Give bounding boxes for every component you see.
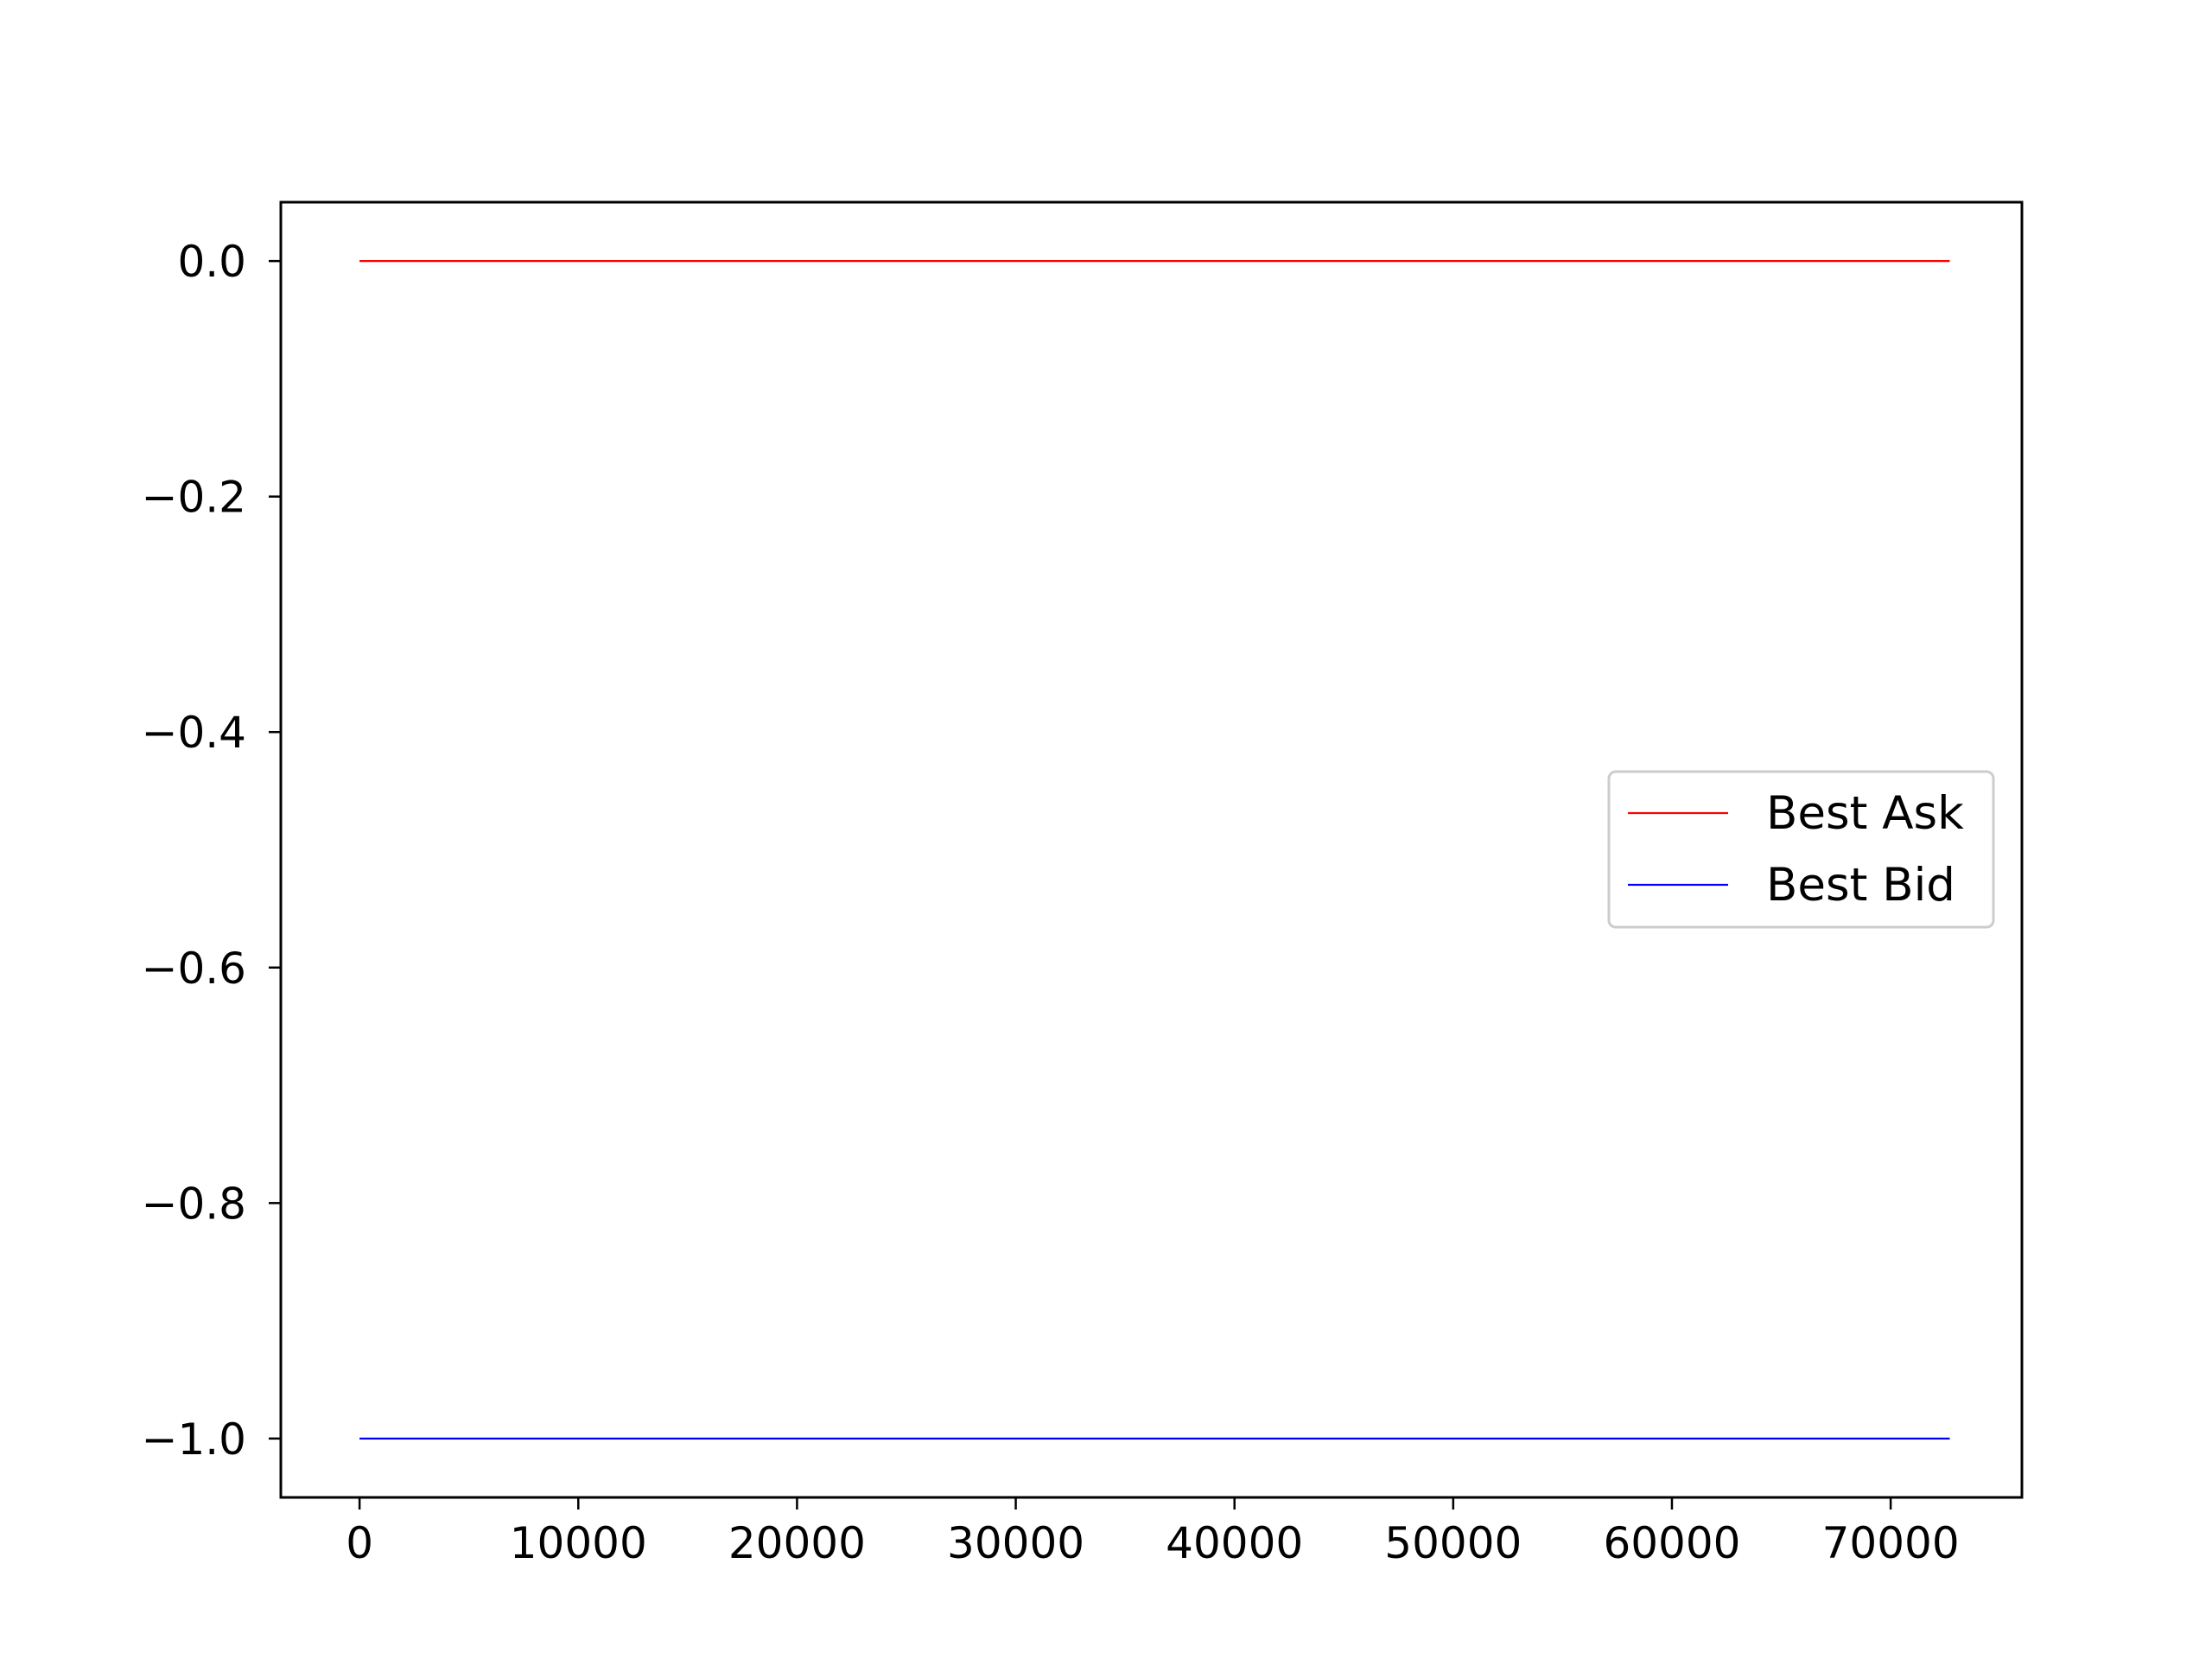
- y-tick-label: −0.8: [142, 1179, 246, 1229]
- y-tick-label: −0.2: [142, 473, 246, 523]
- x-tick-label: 20000: [728, 1518, 866, 1568]
- x-tick-label: 30000: [947, 1518, 1084, 1568]
- legend: Best Ask Best Bid: [1607, 770, 1995, 929]
- x-tick-label: 40000: [1166, 1518, 1303, 1568]
- x-tick-label: 0: [346, 1518, 373, 1568]
- y-tick-label: −0.6: [142, 944, 246, 994]
- y-tick-label: −0.4: [142, 708, 246, 758]
- x-tick-label: 50000: [1384, 1518, 1522, 1568]
- x-tick-label: 60000: [1603, 1518, 1740, 1568]
- legend-label: Best Bid: [1766, 859, 1955, 912]
- axes-layer: 0 10000 20000 30000 40000 50000 60000 70000 0.0 −…: [142, 200, 2024, 1568]
- legend-box: [1607, 770, 1995, 929]
- series-layer: [359, 260, 1950, 1440]
- y-tick-label: −1.0: [142, 1414, 246, 1465]
- x-tick-label: 70000: [1822, 1518, 1960, 1568]
- x-tick-label: 10000: [510, 1518, 647, 1568]
- y-tick-label: 0.0: [177, 237, 246, 287]
- plot-frame: [279, 200, 2024, 1499]
- legend-label: Best Ask: [1766, 787, 1964, 840]
